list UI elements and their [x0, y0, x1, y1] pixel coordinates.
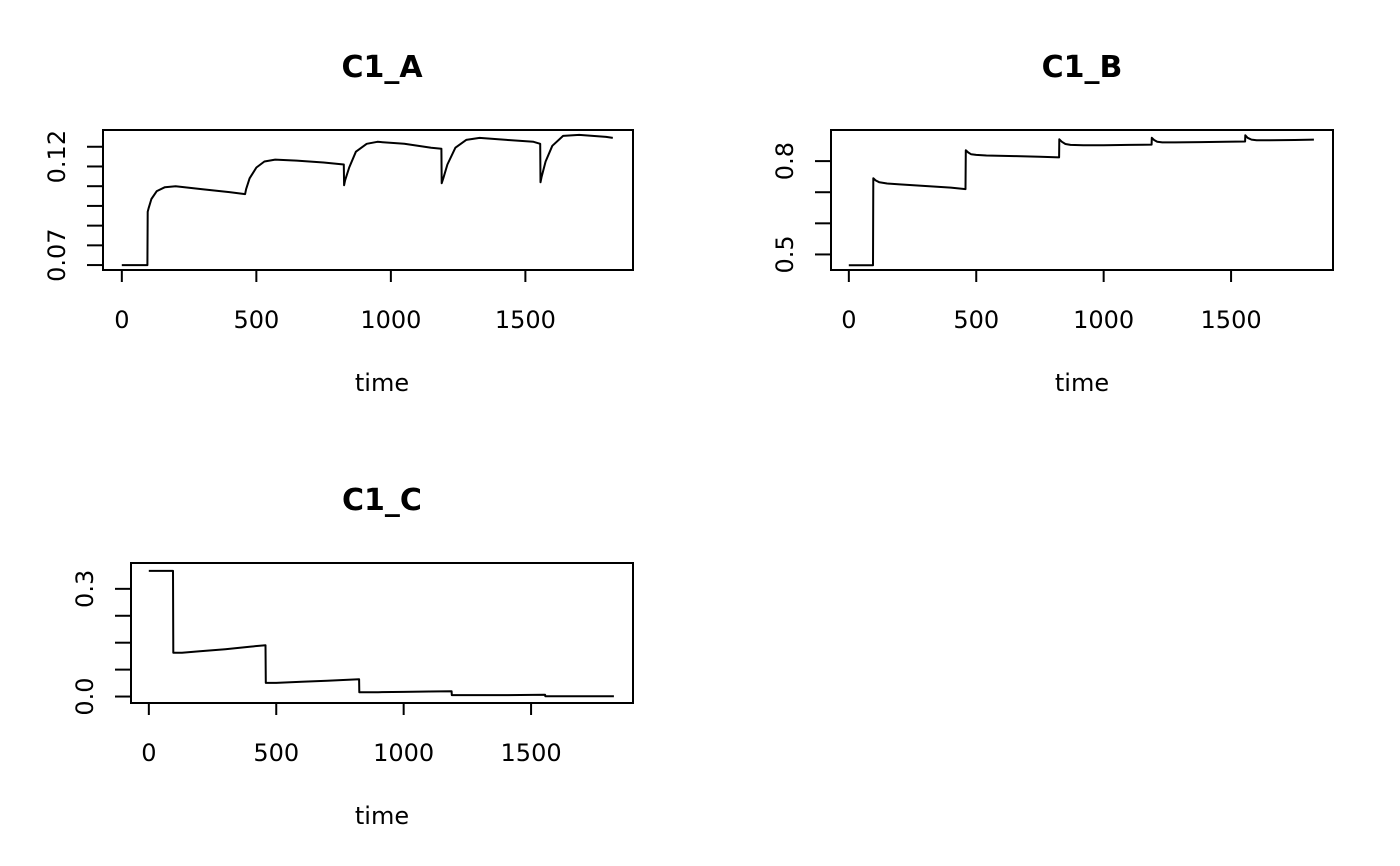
x-tick-label: 500 [253, 739, 299, 767]
plot-frame [830, 129, 1334, 271]
panel-c1-a: C1_A 0 500 1000 1500 0.07 0.12 time [43, 50, 634, 397]
y-axis: 0.5 0.8 [771, 142, 832, 274]
panel-c1-c: C1_C 0 500 1000 1500 0.0 0.3 time [71, 483, 634, 830]
x-axis-title: time [355, 369, 409, 397]
x-tick-label: 500 [233, 306, 279, 334]
x-axis: 0 500 1000 1500 [841, 269, 1262, 334]
y-tick-label: 0.07 [43, 228, 71, 281]
chart-title: C1_B [1042, 50, 1123, 85]
plot-frame [102, 129, 634, 271]
x-tick-label: 0 [841, 306, 856, 334]
y-axis: 0.07 0.12 [43, 130, 104, 282]
plot-frame [130, 562, 634, 704]
x-tick-label: 0 [114, 306, 129, 334]
series-line [121, 133, 613, 267]
x-axis: 0 500 1000 1500 [141, 702, 562, 767]
series-group [121, 133, 613, 267]
x-tick-label: 1500 [495, 306, 556, 334]
x-tick-label: 1000 [373, 739, 434, 767]
x-tick-label: 1500 [1201, 306, 1262, 334]
chart-title: C1_A [341, 50, 423, 85]
chart-title: C1_C [342, 483, 422, 518]
x-axis-title: time [355, 802, 409, 830]
series-line [148, 569, 614, 698]
x-axis: 0 500 1000 1500 [114, 269, 556, 334]
series-group [848, 134, 1314, 267]
series-group [148, 569, 614, 698]
x-tick-label: 0 [141, 739, 156, 767]
x-tick-label: 1500 [501, 739, 562, 767]
y-tick-label: 0.3 [71, 570, 99, 608]
x-tick-label: 500 [953, 306, 999, 334]
x-tick-label: 1000 [1073, 306, 1134, 334]
series-line [848, 134, 1314, 267]
y-tick-label: 0.8 [771, 142, 799, 180]
x-axis-title: time [1055, 369, 1109, 397]
y-tick-label: 0.0 [71, 677, 99, 715]
x-tick-label: 1000 [360, 306, 421, 334]
y-tick-label: 0.12 [43, 130, 71, 183]
y-axis: 0.0 0.3 [71, 570, 132, 716]
panel-c1-b: C1_B 0 500 1000 1500 0.5 0.8 time [771, 50, 1334, 397]
y-tick-label: 0.5 [771, 235, 799, 273]
